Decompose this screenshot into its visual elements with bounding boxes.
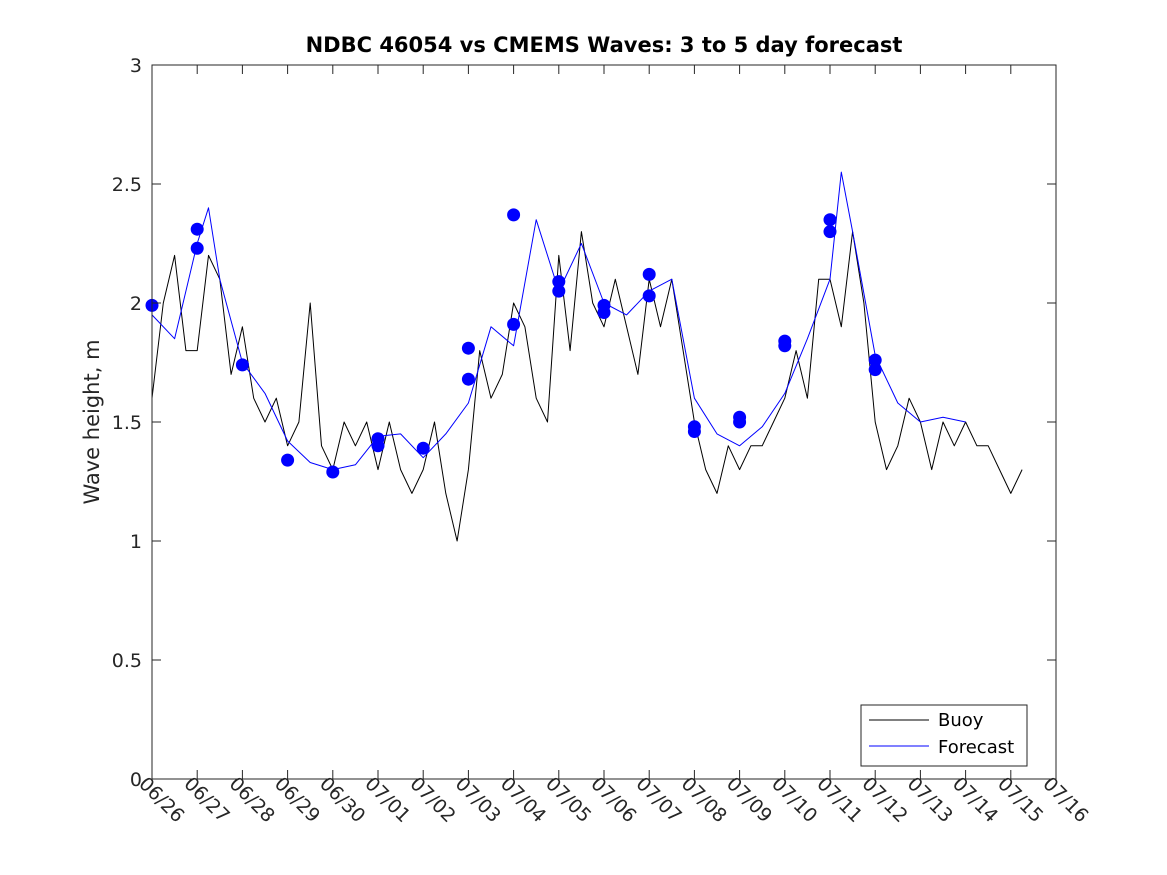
points-layer (145, 208, 882, 479)
forecast-marker (507, 317, 521, 331)
forecast-marker (190, 241, 204, 255)
legend-label-buoy: Buoy (938, 710, 984, 731)
forecast-marker (642, 289, 656, 303)
forecast-marker (823, 213, 837, 227)
forecast-marker (190, 222, 204, 236)
forecast-marker (552, 275, 566, 289)
forecast-marker (461, 341, 475, 355)
y-tick-label: 0 (130, 769, 142, 791)
forecast-marker (823, 225, 837, 239)
plot-area (152, 65, 1056, 779)
forecast-marker (868, 363, 882, 377)
y-tick-label: 1 (130, 531, 142, 553)
series-line-buoy (151, 231, 1023, 542)
y-tick-label: 0.5 (112, 650, 142, 672)
chart-title: NDBC 46054 vs CMEMS Waves: 3 to 5 day fo… (306, 33, 903, 57)
forecast-marker (461, 372, 475, 386)
forecast-marker (507, 208, 521, 222)
forecast-marker (552, 284, 566, 298)
forecast-marker (868, 353, 882, 367)
legend-label-forecast: Forecast (938, 737, 1014, 758)
forecast-marker (642, 267, 656, 281)
y-axis-label: Wave height, m (80, 339, 104, 504)
legend-box (860, 704, 1028, 767)
forecast-marker (326, 465, 340, 479)
forecast-marker (778, 339, 792, 353)
y-tick-label: 2.5 (112, 174, 142, 196)
forecast-marker (281, 453, 295, 467)
y-tick-label: 3 (130, 55, 142, 77)
forecast-marker (235, 358, 249, 372)
legend: Buoy Forecast (860, 704, 1028, 767)
forecast-marker (597, 306, 611, 319)
y-tick-label: 1.5 (112, 412, 142, 434)
forecast-marker (416, 441, 430, 455)
forecast-marker (371, 439, 385, 453)
forecast-marker (733, 415, 747, 429)
forecast-marker (687, 425, 701, 438)
y-tick-label: 2 (130, 293, 142, 315)
